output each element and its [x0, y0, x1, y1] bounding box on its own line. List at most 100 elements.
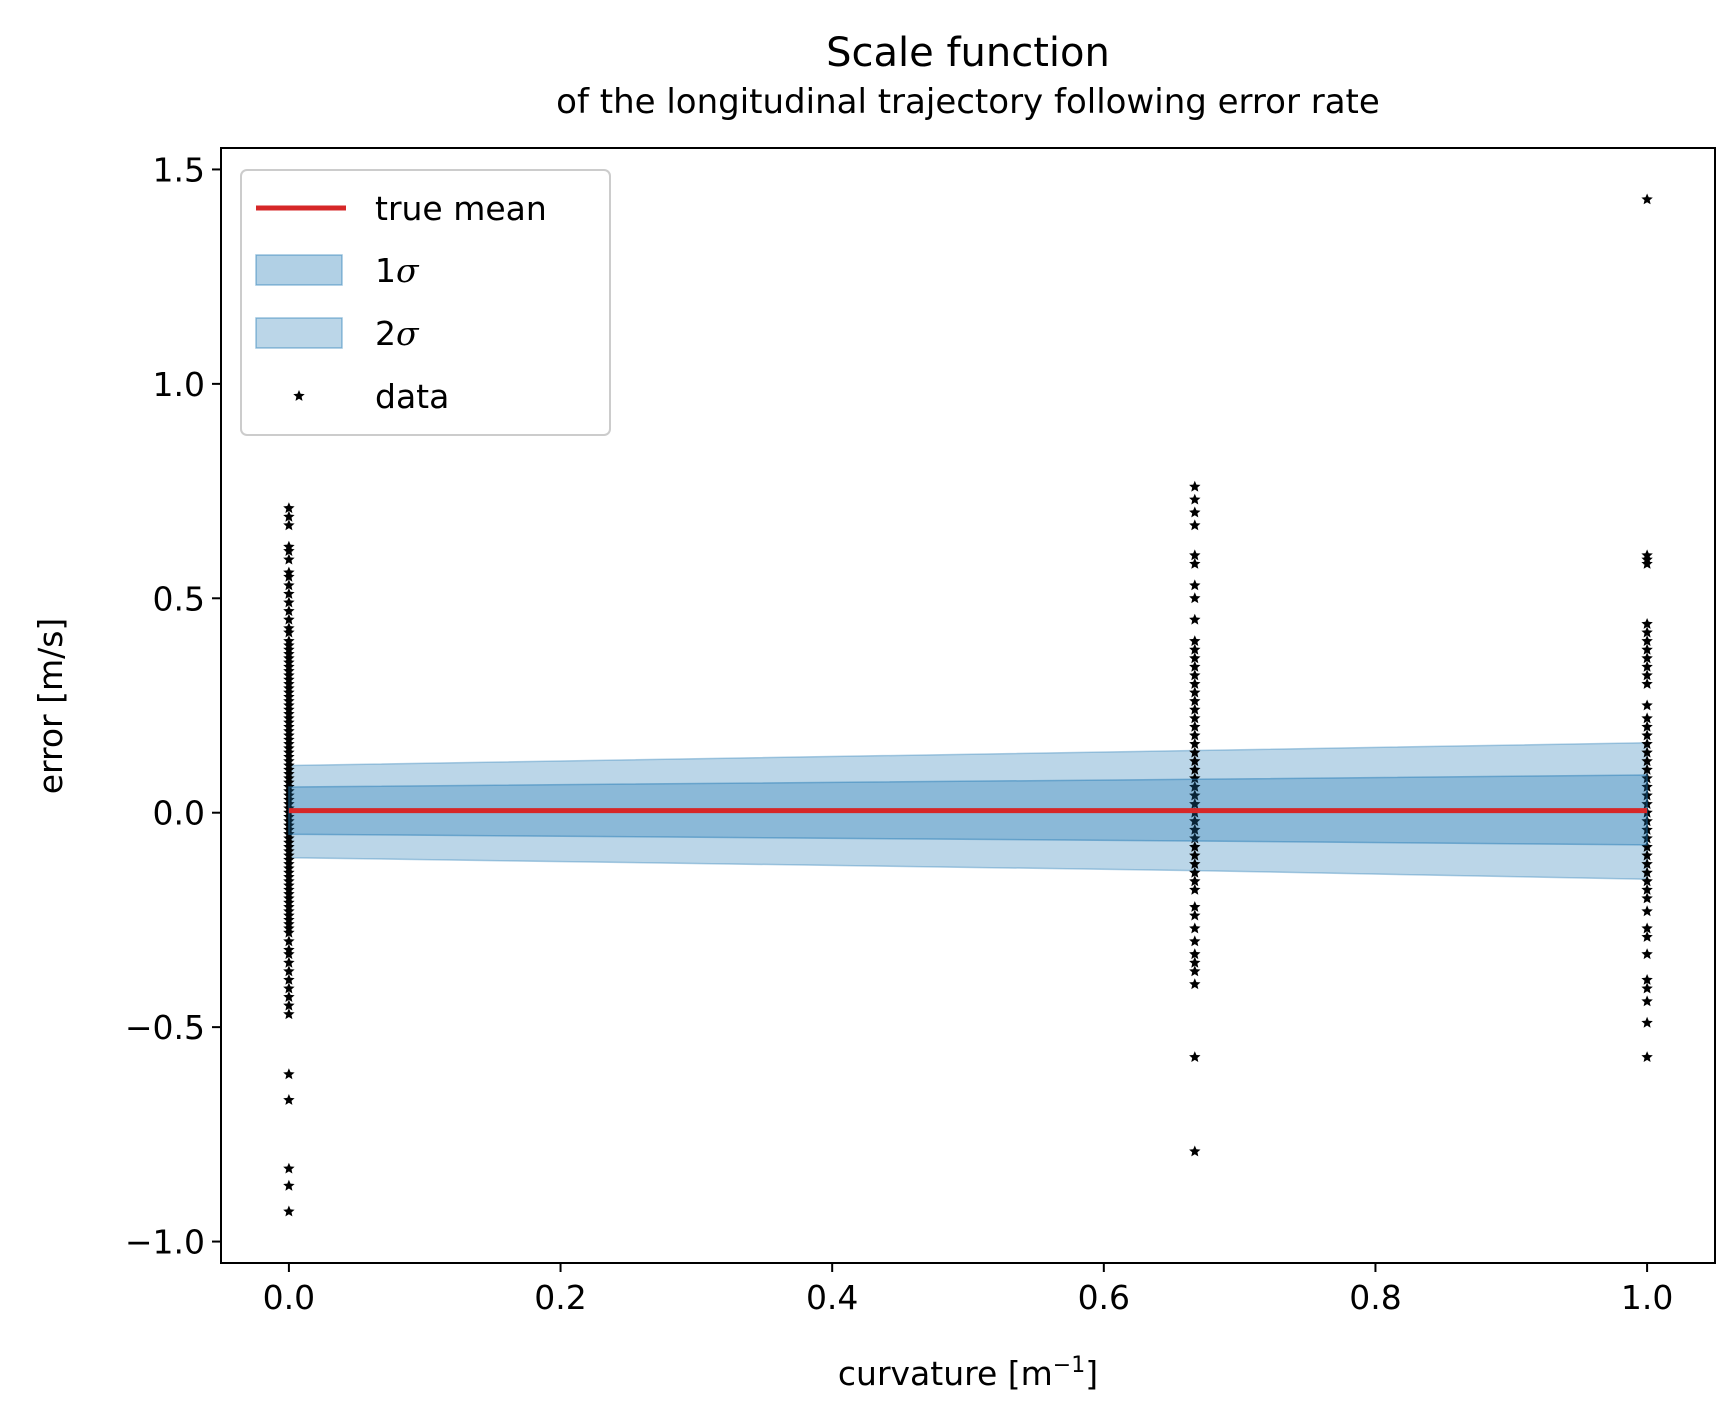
- data-point: [1641, 832, 1653, 844]
- data-point: [283, 596, 295, 608]
- legend-label-text: 2: [375, 314, 396, 353]
- data-point: [1641, 755, 1653, 767]
- legend-box: [240, 169, 611, 436]
- data-point: [1189, 781, 1201, 792]
- legend-data-marker: [293, 390, 305, 401]
- data-point: [283, 1162, 295, 1174]
- data-point: [283, 588, 295, 599]
- x-tick-label: 0.4: [806, 1278, 858, 1317]
- data-point: [1189, 763, 1201, 775]
- plot-area: [283, 193, 1653, 1217]
- data-point: [1189, 613, 1201, 625]
- x-axis-label-main: curvature [m: [838, 1354, 1053, 1393]
- data-point: [1189, 480, 1201, 492]
- data-point: [1641, 558, 1653, 569]
- data-point: [1641, 772, 1653, 784]
- data-point: [1641, 678, 1653, 689]
- legend-label-text: 1: [375, 251, 396, 290]
- data-point: [1189, 746, 1201, 758]
- data-point: [283, 991, 295, 1002]
- data-point: [1189, 519, 1201, 531]
- data-point: [1641, 995, 1653, 1007]
- data-point: [1641, 948, 1653, 960]
- data-point: [1189, 901, 1201, 912]
- data-point: [283, 1068, 295, 1080]
- data-point: [1641, 974, 1653, 985]
- data-point: [1641, 729, 1653, 741]
- data-point: [1641, 652, 1653, 664]
- data-point: [1189, 643, 1201, 655]
- data-point: [1189, 1051, 1201, 1062]
- legend-label: 2σ: [375, 314, 420, 353]
- data-point: [283, 570, 295, 582]
- data-point: [1189, 789, 1201, 801]
- data-point: [283, 1008, 295, 1020]
- data-point: [1641, 823, 1653, 835]
- data-point: [1189, 678, 1201, 689]
- data-point: [1189, 660, 1201, 672]
- data-point: [1641, 763, 1653, 775]
- x-axis-label-sup: −1: [1053, 1353, 1085, 1378]
- data-point: [1189, 909, 1201, 921]
- data-point: [283, 1094, 295, 1105]
- data-point: [1641, 922, 1653, 934]
- data-point: [1189, 669, 1201, 681]
- data-point: [1189, 823, 1201, 835]
- data-point: [1641, 892, 1653, 904]
- data-point: [1189, 798, 1201, 809]
- data-point: [1189, 635, 1201, 646]
- data-point: [1189, 686, 1201, 698]
- data-point: [1189, 720, 1201, 732]
- data-point: [283, 626, 295, 638]
- data-point: [1189, 579, 1201, 591]
- data-point: [283, 982, 295, 994]
- data-point: [283, 1205, 295, 1217]
- data-point: [1641, 858, 1653, 869]
- data-point: [1641, 618, 1653, 629]
- x-axis-label-end: ]: [1085, 1354, 1098, 1393]
- data-point: [1189, 506, 1201, 518]
- data-point: [1189, 875, 1201, 887]
- data-point: [1641, 699, 1653, 711]
- data-point: [283, 935, 295, 947]
- data-point: [1189, 883, 1201, 895]
- data-point: [1189, 866, 1201, 878]
- data-point: [1189, 948, 1201, 960]
- data-point: [1189, 922, 1201, 934]
- data-point: [1189, 832, 1201, 844]
- x-axis-label: curvature [m−1]: [838, 1353, 1098, 1393]
- data-point: [1641, 738, 1653, 749]
- legend-label-sigma: σ: [396, 251, 420, 290]
- data-point: [1189, 965, 1201, 977]
- x-tick-label: 0.8: [1349, 1278, 1401, 1317]
- data-point: [1189, 703, 1201, 715]
- data-point: [283, 502, 295, 514]
- data-point: [1189, 772, 1201, 784]
- data-point: [1189, 935, 1201, 947]
- data-point: [1189, 815, 1201, 827]
- data-point: [283, 965, 295, 977]
- x-tick-label: 1.0: [1621, 1278, 1673, 1317]
- data-point: [1641, 905, 1653, 917]
- data-point: [283, 545, 295, 556]
- data-point: [1641, 1016, 1653, 1028]
- data-point: [1641, 746, 1653, 758]
- legend-label-text: data: [375, 377, 449, 416]
- data-point: [283, 926, 295, 938]
- data-point: [1189, 755, 1201, 767]
- data-point: [1189, 695, 1201, 707]
- data-point: [1189, 712, 1201, 724]
- data-point: [283, 613, 295, 625]
- data-point: [283, 605, 295, 616]
- y-axis-label: error [m/s]: [31, 618, 70, 795]
- legend-1sigma-swatch: [255, 254, 343, 286]
- data-point: [283, 956, 295, 968]
- data-point: [1189, 493, 1201, 505]
- data-point: [1641, 669, 1653, 681]
- chart-subtitle: of the longitudinal trajectory following…: [556, 82, 1380, 122]
- data-point: [1189, 858, 1201, 869]
- y-tick-label: −1.0: [125, 1223, 205, 1262]
- data-point: [1641, 789, 1653, 801]
